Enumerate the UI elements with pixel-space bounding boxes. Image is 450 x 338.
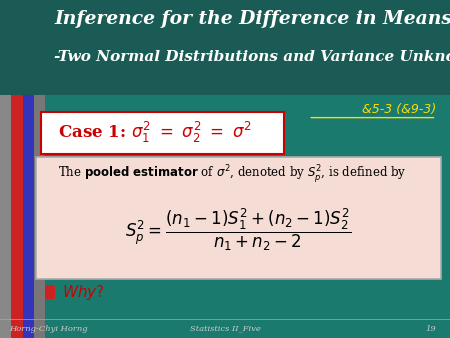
FancyBboxPatch shape: [0, 95, 11, 338]
Text: &5-3 (&9-3): &5-3 (&9-3): [362, 103, 436, 116]
FancyBboxPatch shape: [0, 0, 450, 95]
Text: Horng-Chyi Horng: Horng-Chyi Horng: [9, 324, 88, 333]
Text: 19: 19: [426, 324, 436, 333]
Text: $\mathit{Why?}$: $\mathit{Why?}$: [62, 283, 104, 301]
FancyBboxPatch shape: [45, 285, 55, 299]
FancyBboxPatch shape: [22, 95, 34, 338]
Text: The $\mathbf{pooled\ estimator}$ of $\sigma^2$, denoted by $S_p^2$, is defined b: The $\mathbf{pooled\ estimator}$ of $\si…: [58, 163, 407, 185]
Text: Inference for the Difference in Means: Inference for the Difference in Means: [54, 9, 450, 28]
FancyBboxPatch shape: [34, 95, 45, 338]
Text: Case 1: $\sigma_1^2\ =\ \sigma_2^2\ =\ \sigma^2$: Case 1: $\sigma_1^2\ =\ \sigma_2^2\ =\ \…: [58, 120, 252, 145]
Text: Statistics II_Five: Statistics II_Five: [189, 324, 261, 333]
FancyBboxPatch shape: [36, 157, 441, 279]
FancyBboxPatch shape: [40, 112, 284, 154]
FancyBboxPatch shape: [11, 95, 22, 338]
Text: $S_p^2 = \dfrac{(n_1-1)S_1^2 + (n_2-1)S_2^2}{n_1 + n_2 - 2}$: $S_p^2 = \dfrac{(n_1-1)S_1^2 + (n_2-1)S_…: [125, 207, 352, 253]
Text: -Two Normal Distributions and Variance Unknown: -Two Normal Distributions and Variance U…: [54, 50, 450, 65]
